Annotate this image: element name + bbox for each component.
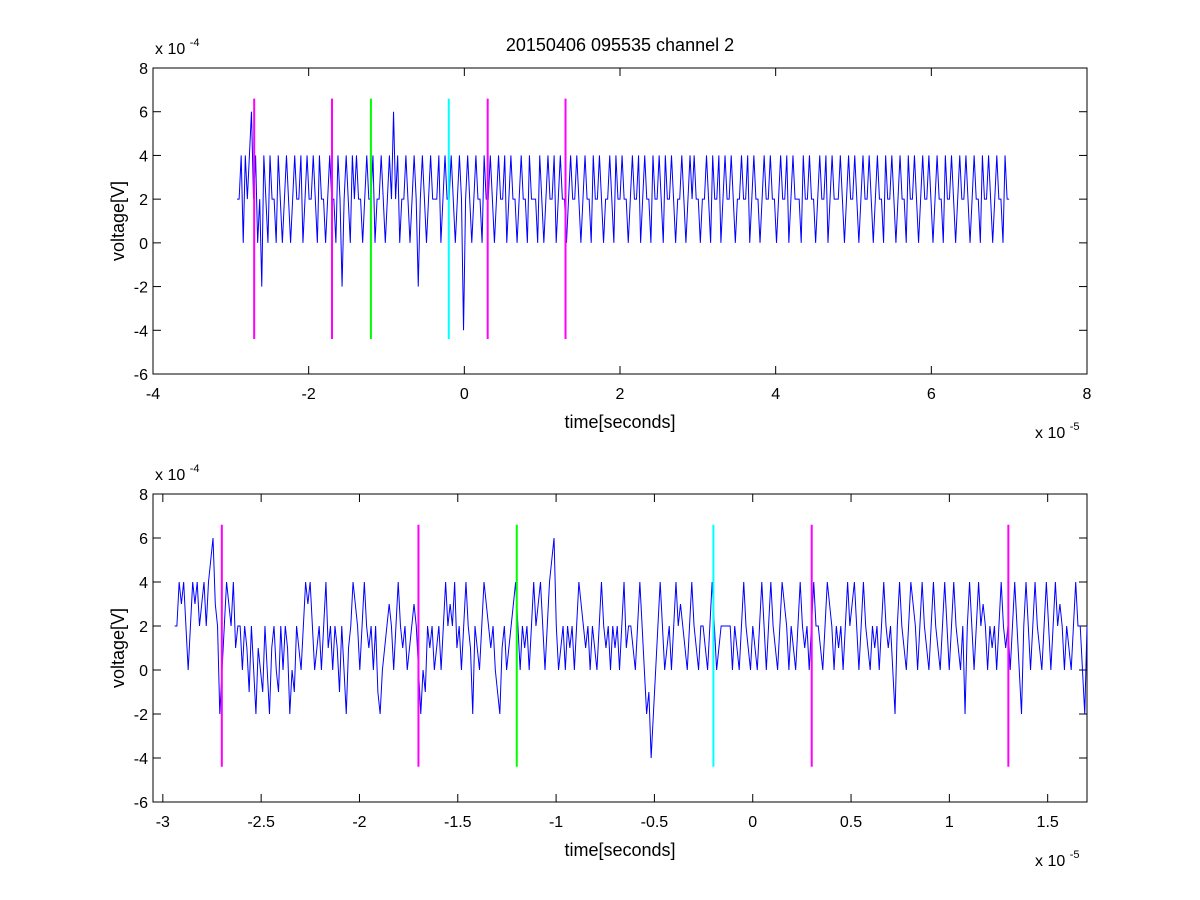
y-axis-label: voltage[V] [108, 608, 128, 688]
plot-frame [152, 67, 1088, 375]
signal-series-line [174, 537, 1088, 759]
x-tick-label: 1.5 [1037, 814, 1059, 831]
x-tick-label: -0.5 [641, 814, 669, 831]
x-tick-label: 2 [616, 386, 625, 403]
y-tick-label: 4 [139, 148, 148, 165]
x-tick-label: -2.5 [247, 814, 275, 831]
y-tick-label: 2 [139, 619, 148, 636]
x-tick-label: -3 [156, 814, 170, 831]
x-tick-label: 1 [945, 814, 954, 831]
x-exponent-label: x 10 -5 [1035, 849, 1079, 870]
y-tick-label: 8 [139, 61, 148, 78]
chart-title: 20150406 095535 channel 2 [506, 35, 734, 55]
x-tick-label: -2 [302, 386, 316, 403]
y-tick-label: 4 [139, 575, 148, 592]
x-tick-label: 6 [927, 386, 936, 403]
top-plot: -4 -2 0 2 4 6 8 -6 -4 -2 0 2 4 6 8 time[seconds] voltage… [108, 37, 1092, 442]
y-tick-label: 6 [139, 531, 148, 548]
y-exponent-power: -4 [190, 37, 200, 49]
x-exponent-base: x 10 [1035, 853, 1070, 870]
y-tick-label: 0 [139, 236, 148, 253]
x-exponent-base: x 10 [1035, 425, 1070, 442]
x-tick-label: 0 [460, 386, 469, 403]
x-axis-label: time[seconds] [564, 412, 675, 432]
x-tick-label: 4 [771, 386, 780, 403]
y-exponent-label: x 10 -4 [155, 463, 199, 484]
x-tick-label: -1 [549, 814, 563, 831]
x-tick-label: 0 [748, 814, 757, 831]
y-tick-label: -2 [134, 280, 148, 297]
y-tick-label: -6 [134, 795, 148, 812]
y-axis-label: voltage[V] [108, 181, 128, 261]
y-tick-label: 0 [139, 663, 148, 680]
plot-frame [152, 493, 1088, 803]
y-tick-label: 2 [139, 192, 148, 209]
y-tick-label: -6 [134, 367, 148, 384]
x-tick-label: 0.5 [840, 814, 862, 831]
x-tick-label: -1.5 [444, 814, 472, 831]
x-exponent-power: -5 [1070, 849, 1080, 861]
y-exponent-base: x 10 [155, 41, 190, 58]
x-exponent-label: x 10 -5 [1035, 421, 1079, 442]
y-tick-label: -4 [134, 751, 148, 768]
x-tick-label: 8 [1083, 386, 1092, 403]
y-tick-label: -2 [134, 707, 148, 724]
y-tick-label: -4 [134, 323, 148, 340]
y-exponent-power: -4 [190, 463, 200, 475]
y-exponent-base: x 10 [155, 467, 190, 484]
y-tick-label: 8 [139, 487, 148, 504]
bottom-plot: -3 -2.5 -2 -1.5 -1 -0.5 0 0.5 1 1.5 -6 -4 -2 0 2 4 6 8 tim… [108, 463, 1088, 870]
x-exponent-power: -5 [1070, 421, 1080, 433]
x-tick-label: -4 [146, 386, 160, 403]
x-tick-label: -2 [352, 814, 366, 831]
x-axis-label: time[seconds] [564, 840, 675, 860]
y-tick-label: 6 [139, 105, 148, 122]
y-exponent-label: x 10 -4 [155, 37, 199, 58]
signal-series-line [237, 111, 1010, 331]
